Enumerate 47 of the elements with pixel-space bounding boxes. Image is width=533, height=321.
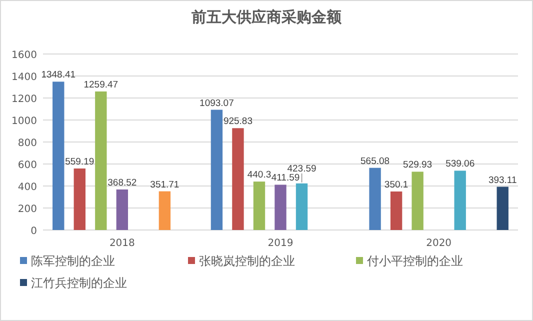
legend-label: 江竹兵控制的企业 xyxy=(31,276,127,290)
bar xyxy=(369,168,381,230)
data-label: 368.52 xyxy=(108,177,137,188)
bar xyxy=(95,91,107,230)
data-label: 1259.47 xyxy=(84,79,118,90)
data-label: 565.08 xyxy=(360,156,390,167)
legend-label: 付小平控制的企业 xyxy=(366,254,463,268)
data-label: 423.59 xyxy=(287,163,316,174)
bar xyxy=(253,182,266,230)
x-tick-label: 2020 xyxy=(426,238,452,249)
bar xyxy=(74,168,86,230)
y-tick-label: 1400 xyxy=(12,72,37,83)
y-tick-label: 1000 xyxy=(12,116,37,127)
data-label: 440.3 xyxy=(247,170,272,181)
data-label: 529.93 xyxy=(403,160,432,171)
y-tick-label: 1200 xyxy=(12,94,37,105)
data-label: 351.71 xyxy=(150,179,180,190)
bar xyxy=(158,191,171,230)
x-tick-label: 2018 xyxy=(109,238,135,249)
bar xyxy=(52,82,64,230)
bar xyxy=(390,191,402,230)
bar xyxy=(296,183,308,230)
bar xyxy=(412,172,424,230)
data-label: 350.1 xyxy=(384,179,408,190)
y-tick-label: 800 xyxy=(18,138,37,149)
bar xyxy=(496,186,508,230)
data-label: 393.11 xyxy=(488,174,517,186)
x-tick-label: 2019 xyxy=(268,238,294,249)
legend-label: 张晓岚控制的企业 xyxy=(199,254,295,268)
bar xyxy=(232,128,244,230)
data-label: 411.59 xyxy=(271,172,300,184)
data-label: 559.19 xyxy=(65,156,94,168)
y-tick-label: 1600 xyxy=(12,50,37,61)
data-label: 925.83 xyxy=(223,116,253,128)
data-label: 1093.07 xyxy=(200,98,234,109)
data-label: 539.06 xyxy=(446,158,475,170)
bar xyxy=(274,184,286,230)
bar xyxy=(116,189,128,230)
data-label: 1348.41 xyxy=(41,70,76,81)
legend-label: 陈军控制的企业 xyxy=(31,254,115,268)
chart-title: 前五大供应商采购金额 xyxy=(190,8,342,26)
y-tick-label: 200 xyxy=(18,204,37,215)
y-tick-label: 0 xyxy=(30,226,37,237)
y-tick-label: 400 xyxy=(18,182,37,193)
bar xyxy=(454,170,466,230)
y-tick-label: 600 xyxy=(18,160,37,171)
bar xyxy=(210,110,223,230)
